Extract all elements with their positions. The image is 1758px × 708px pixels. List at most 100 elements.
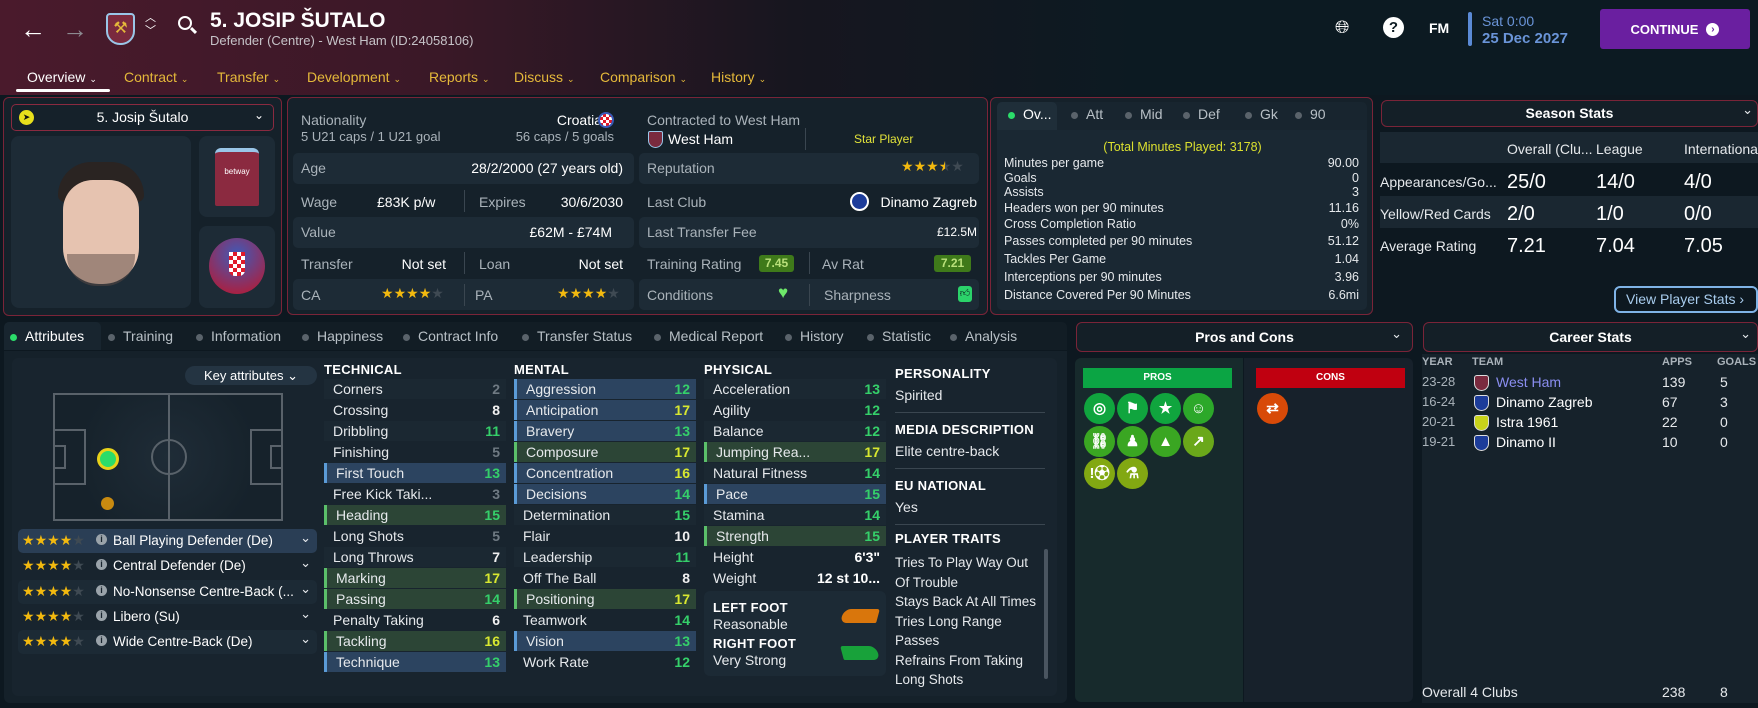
help-icon[interactable]: ? (1383, 17, 1404, 38)
role-row[interactable]: ★★★★★ i Ball Playing Defender (De) ⌄ (18, 529, 317, 553)
role-row[interactable]: ★★★★★ i Libero (Su) ⌄ (18, 605, 317, 629)
tab-reports[interactable]: Reports ⌄ (429, 69, 490, 85)
quick-stats-tab-1[interactable]: Att (1071, 106, 1103, 122)
quick-stats-tab-5[interactable]: 90 (1295, 106, 1326, 122)
career-stats-header[interactable]: Career Stats ⌄ (1423, 322, 1758, 352)
traits-scrollbar[interactable] (1044, 549, 1048, 679)
quick-stats-tab-4[interactable]: Gk (1245, 106, 1278, 122)
tab-training[interactable]: Training (108, 328, 173, 344)
chevron-down-icon[interactable]: ⌄ (300, 555, 311, 571)
key-attributes-dropdown[interactable]: Key attributes ⌄ (185, 366, 317, 385)
tab-discuss[interactable]: Discuss ⌄ (514, 69, 575, 85)
view-player-stats-button[interactable]: View Player Stats › (1614, 286, 1758, 313)
corner-flag-icon[interactable]: ⚑ (1117, 393, 1148, 424)
tab-contract-info[interactable]: Contract Info (403, 328, 498, 344)
alert-ball-icon[interactable]: !⚽︎ (1084, 458, 1115, 489)
target-icon[interactable]: ◎ (1084, 393, 1115, 424)
last-club-value[interactable]: Dinamo Zagreb (880, 194, 978, 210)
nationality-value[interactable]: Croatia (556, 112, 602, 128)
chevron-down-icon[interactable]: ⌄ (300, 605, 311, 621)
chevron-down-icon[interactable]: ⌄ (300, 580, 311, 596)
tab-overview[interactable]: Overview ⌄ (27, 69, 97, 85)
cone-icon[interactable]: ▲ (1150, 426, 1181, 457)
tab-transfer-status[interactable]: Transfer Status (522, 328, 632, 344)
tab-label: Analysis (965, 328, 1018, 344)
pros-cons-header[interactable]: Pros and Cons ⌄ (1076, 322, 1413, 352)
attribute-value: 8 (682, 570, 690, 586)
season-stats-value: 7.05 (1684, 235, 1723, 257)
tab-information[interactable]: Information (196, 328, 281, 344)
career-team-link[interactable]: Istra 1961 (1496, 414, 1559, 430)
tab-medical-report[interactable]: Medical Report (654, 328, 763, 344)
tab-comparison[interactable]: Comparison ⌄ (600, 69, 687, 85)
role-row[interactable]: ★★★★★ i No-Nonsense Centre-Back (... ⌄ (18, 579, 317, 604)
role-row[interactable]: ★★★★★ i Central Defender (De) ⌄ (18, 554, 317, 578)
info-icon[interactable]: i (96, 635, 107, 647)
attribute-name: Leadership (523, 549, 593, 565)
career-team-link[interactable]: Dinamo II (1496, 434, 1556, 450)
career-team-link[interactable]: Dinamo Zagreb (1496, 394, 1593, 410)
head-icon[interactable]: ☺ (1183, 393, 1214, 424)
tab-label: Attributes (25, 328, 85, 344)
tab-analysis[interactable]: Analysis (950, 328, 1017, 344)
star-icon: ★ (393, 285, 407, 301)
transfer-status[interactable]: Not set (401, 256, 446, 272)
star-icon: ★ (59, 582, 73, 599)
globe-icon[interactable]: 🌐︎ (1335, 17, 1350, 37)
training-rating-badge: 7.45 (759, 255, 794, 272)
club-link[interactable]: West Ham (668, 131, 734, 147)
tab-happiness[interactable]: Happiness (302, 328, 383, 344)
career-team-link[interactable]: West Ham (1496, 374, 1562, 390)
right-foot-label: RIGHT FOOT (713, 636, 797, 651)
season-stats-value: 7.21 (1507, 235, 1546, 257)
swap-arrows-icon[interactable]: ⇄ (1257, 393, 1288, 424)
loan-status[interactable]: Not set (578, 256, 623, 272)
career-apps: 10 (1662, 434, 1678, 450)
attribute-row-mental: Aggression 12 (514, 379, 696, 399)
quick-stats-tab-0[interactable]: Ov... (1008, 106, 1052, 122)
info-icon[interactable]: i (96, 534, 107, 545)
tab-development[interactable]: Development ⌄ (307, 69, 401, 85)
trend-up-icon[interactable]: ↗ (1183, 426, 1214, 457)
person-icon[interactable]: ♟ (1117, 426, 1148, 457)
tab-attributes[interactable]: Attributes (10, 328, 84, 344)
tab-transfer[interactable]: Transfer ⌄ (217, 69, 280, 85)
forward-arrow-icon[interactable]: → (62, 14, 88, 44)
tab-history[interactable]: History ⌄ (711, 69, 766, 85)
continue-button[interactable]: CONTINUE › (1600, 9, 1750, 49)
tab-label: 90 (1310, 106, 1326, 122)
role-row[interactable]: ★★★★★ i Wide Centre-Back (De) ⌄ (18, 630, 317, 655)
attribute-value: 17 (864, 444, 880, 460)
search-icon[interactable] (178, 16, 198, 35)
tab-contract[interactable]: Contract ⌄ (124, 69, 188, 85)
tab-label: Development (307, 69, 390, 85)
chain-icon[interactable]: ⛓ (1084, 426, 1115, 457)
club-badge-icon[interactable]: ⚒ (106, 13, 135, 45)
season-stats-header[interactable]: Season Stats ⌄ (1381, 100, 1758, 127)
flask-icon[interactable]: ⚗ (1117, 458, 1148, 489)
info-icon[interactable]: i (96, 609, 107, 621)
player-select-dropdown[interactable]: ➤ 5. Josip Šutalo ⌄ (11, 104, 274, 131)
back-arrow-icon[interactable]: ← (20, 14, 46, 44)
kit-image: betway (199, 136, 275, 217)
attribute-name: Free Kick Taki... (333, 486, 433, 502)
info-icon[interactable]: i (96, 584, 107, 596)
left-foot-value: Reasonable (713, 616, 788, 632)
tab-history[interactable]: History (785, 328, 844, 344)
last-fee-label: Last Transfer Fee (647, 224, 757, 240)
tab-statistic[interactable]: Statistic (867, 328, 931, 344)
attribute-name: Decisions (526, 486, 587, 502)
attribute-value: 12 (864, 402, 880, 418)
star-icon: ★ (557, 285, 570, 301)
quick-stats-tab-2[interactable]: Mid (1125, 106, 1163, 122)
player-switch-chevrons-icon[interactable]: ︿ ﹀ (145, 12, 156, 37)
fm-menu-button[interactable]: FM (1429, 20, 1450, 36)
info-icon[interactable]: i (96, 559, 107, 571)
croatia-crest-icon (209, 238, 265, 294)
secondary-position-marker (101, 497, 114, 510)
quick-stats-tab-3[interactable]: Def (1183, 106, 1220, 122)
attribute-value: 12 (674, 381, 690, 397)
star-icon[interactable]: ★ (1150, 393, 1181, 424)
chevron-down-icon[interactable]: ⌄ (300, 530, 311, 545)
chevron-down-icon[interactable]: ⌄ (300, 631, 311, 647)
